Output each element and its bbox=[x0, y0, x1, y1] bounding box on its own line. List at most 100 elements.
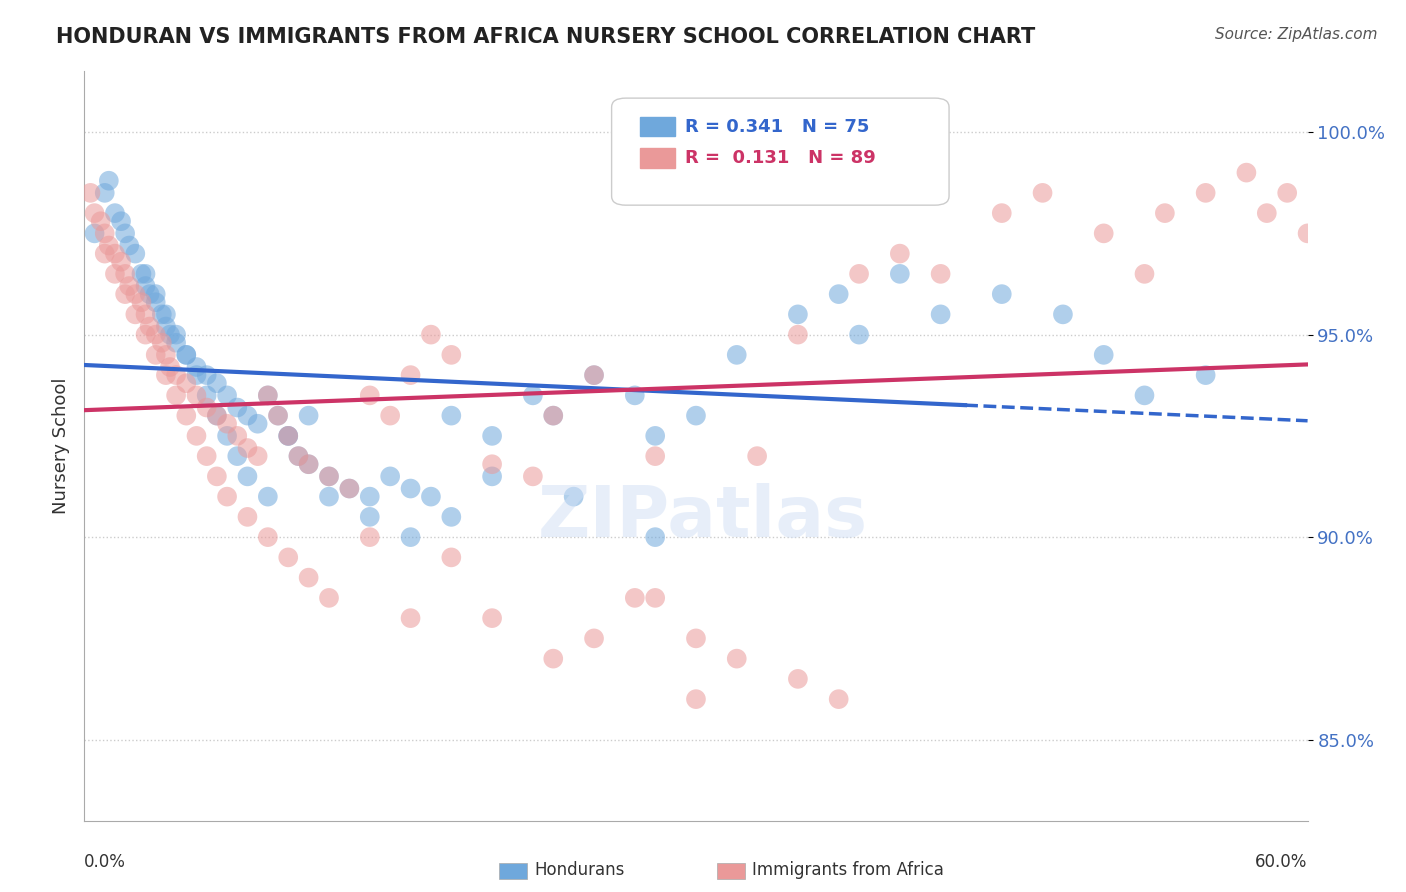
Point bbox=[131, 267, 153, 281]
Point bbox=[118, 238, 141, 252]
Point bbox=[1133, 267, 1156, 281]
Point bbox=[124, 246, 146, 260]
Point bbox=[246, 449, 269, 463]
Point bbox=[298, 457, 321, 471]
Point bbox=[440, 348, 463, 362]
Point bbox=[685, 409, 707, 423]
Point bbox=[186, 429, 208, 443]
Point bbox=[1195, 368, 1218, 383]
Point bbox=[135, 307, 157, 321]
Point bbox=[174, 409, 197, 423]
Text: R =  0.131   N = 89: R = 0.131 N = 89 bbox=[685, 149, 876, 167]
Point bbox=[174, 376, 197, 391]
Point bbox=[257, 530, 280, 544]
Point bbox=[787, 672, 810, 686]
Point bbox=[562, 490, 585, 504]
Point bbox=[1133, 388, 1156, 402]
Point bbox=[159, 359, 181, 374]
Point bbox=[97, 174, 120, 188]
Point bbox=[440, 550, 463, 565]
Point bbox=[287, 449, 309, 463]
Point bbox=[174, 348, 197, 362]
Point bbox=[195, 401, 218, 415]
Point bbox=[114, 287, 136, 301]
Point bbox=[165, 388, 187, 402]
Point bbox=[399, 368, 422, 383]
Point bbox=[93, 227, 115, 241]
Point bbox=[217, 490, 239, 504]
Point bbox=[848, 327, 870, 342]
Point bbox=[83, 206, 105, 220]
Point bbox=[236, 469, 259, 483]
Text: R = 0.341   N = 75: R = 0.341 N = 75 bbox=[685, 118, 869, 136]
Point bbox=[685, 692, 707, 706]
Point bbox=[828, 692, 851, 706]
Point bbox=[991, 287, 1014, 301]
Point bbox=[318, 490, 340, 504]
Point bbox=[165, 327, 187, 342]
Point bbox=[226, 429, 249, 443]
Point bbox=[195, 388, 218, 402]
Point bbox=[287, 449, 309, 463]
Point bbox=[318, 591, 340, 605]
Point bbox=[440, 509, 463, 524]
Point bbox=[145, 327, 167, 342]
Point bbox=[110, 214, 132, 228]
Point bbox=[481, 457, 503, 471]
Point bbox=[257, 490, 280, 504]
Point bbox=[93, 246, 115, 260]
Point bbox=[481, 429, 503, 443]
Point bbox=[165, 335, 187, 350]
Point bbox=[1195, 186, 1218, 200]
Point bbox=[1092, 227, 1115, 241]
Point bbox=[1236, 166, 1258, 180]
Point bbox=[583, 632, 606, 646]
Point bbox=[624, 591, 647, 605]
Point bbox=[848, 267, 870, 281]
Point bbox=[155, 348, 177, 362]
Point bbox=[236, 409, 259, 423]
Point bbox=[114, 227, 136, 241]
Point bbox=[145, 295, 167, 310]
Point bbox=[138, 319, 160, 334]
Point bbox=[747, 449, 769, 463]
Point bbox=[226, 449, 249, 463]
Point bbox=[359, 530, 381, 544]
Point bbox=[205, 376, 228, 391]
Point bbox=[124, 287, 146, 301]
Point bbox=[205, 409, 228, 423]
Point bbox=[787, 327, 810, 342]
Point bbox=[644, 530, 666, 544]
Text: HONDURAN VS IMMIGRANTS FROM AFRICA NURSERY SCHOOL CORRELATION CHART: HONDURAN VS IMMIGRANTS FROM AFRICA NURSE… bbox=[56, 27, 1035, 46]
Point bbox=[1256, 206, 1278, 220]
Text: Immigrants from Africa: Immigrants from Africa bbox=[752, 861, 943, 879]
Text: ZIPatlas: ZIPatlas bbox=[538, 483, 868, 552]
Text: 60.0%: 60.0% bbox=[1256, 853, 1308, 871]
Point bbox=[359, 388, 381, 402]
Point bbox=[150, 307, 173, 321]
Point bbox=[481, 611, 503, 625]
Point bbox=[217, 429, 239, 443]
Point bbox=[889, 246, 911, 260]
Point bbox=[1052, 307, 1074, 321]
Point bbox=[246, 417, 269, 431]
Point bbox=[79, 186, 101, 200]
Point bbox=[97, 238, 120, 252]
Point bbox=[205, 409, 228, 423]
Point bbox=[399, 530, 422, 544]
Point bbox=[277, 550, 299, 565]
Point bbox=[420, 327, 443, 342]
Y-axis label: Nursery School: Nursery School bbox=[52, 377, 70, 515]
Point bbox=[543, 409, 565, 423]
Point bbox=[131, 295, 153, 310]
Point bbox=[186, 368, 208, 383]
Point bbox=[138, 287, 160, 301]
Point bbox=[124, 307, 146, 321]
Point bbox=[159, 327, 181, 342]
Point bbox=[318, 469, 340, 483]
Point bbox=[298, 571, 321, 585]
Point bbox=[205, 469, 228, 483]
Point bbox=[267, 409, 290, 423]
Point bbox=[135, 279, 157, 293]
Point bbox=[399, 611, 422, 625]
